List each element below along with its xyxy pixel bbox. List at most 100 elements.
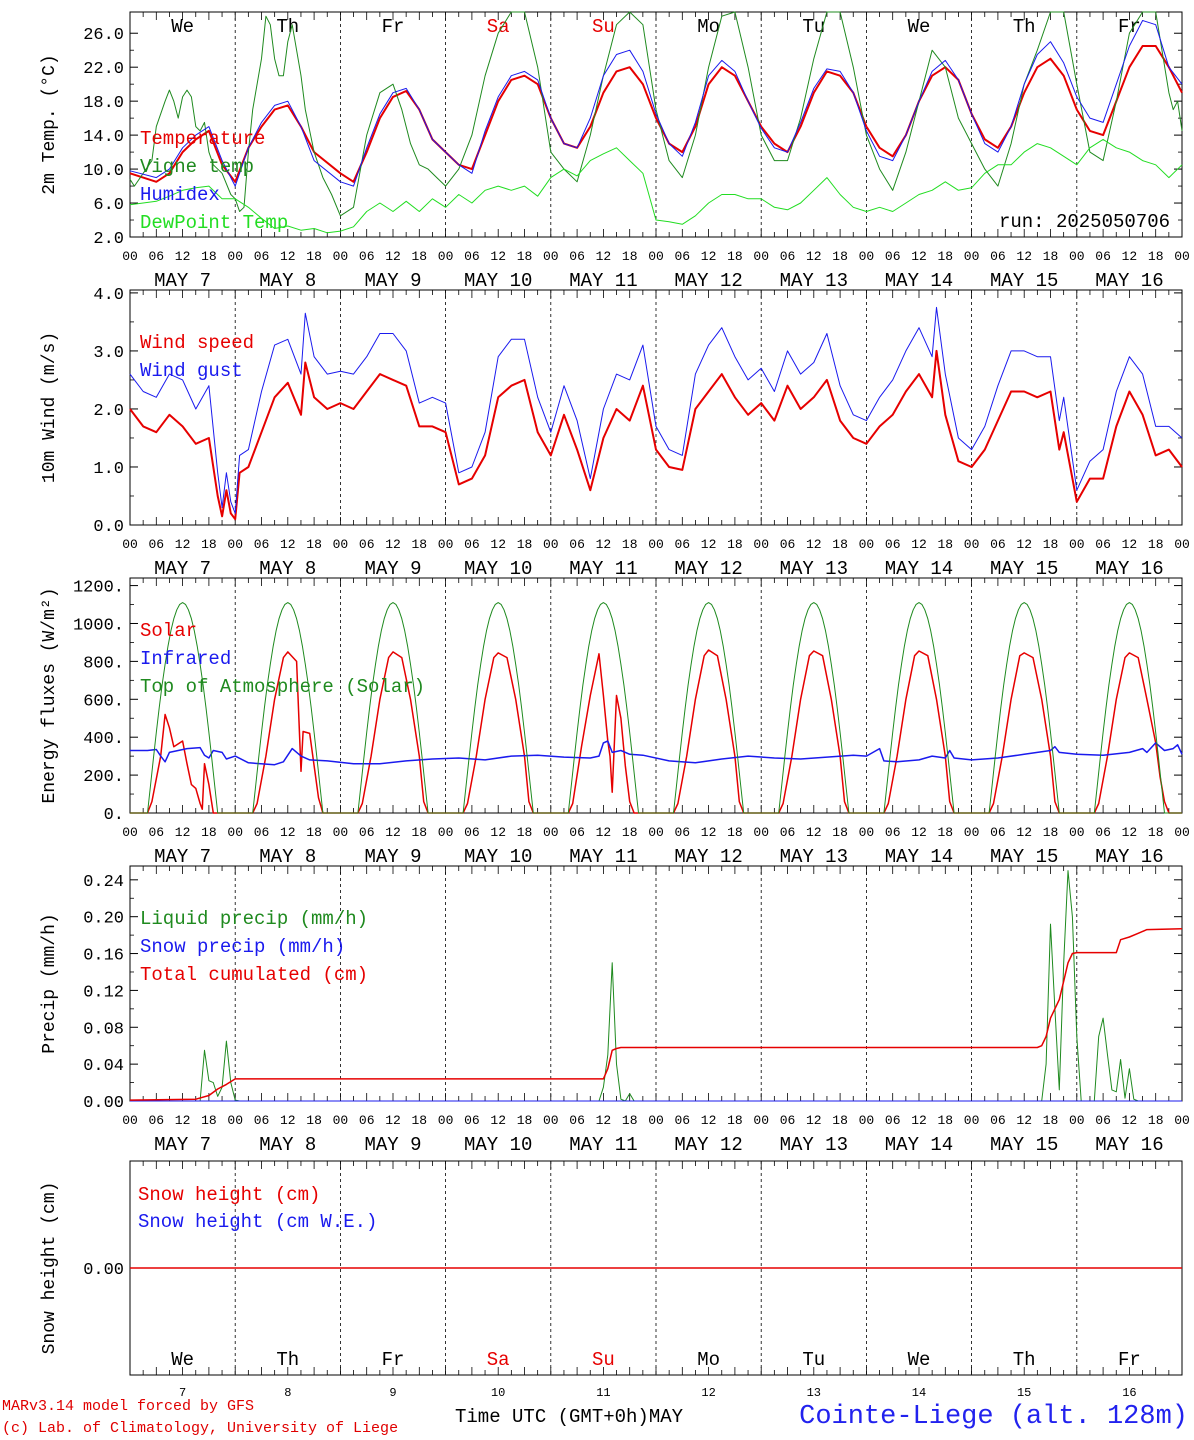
hour-label: 18: [727, 825, 743, 840]
hour-label: 18: [411, 1113, 427, 1128]
series-line-wind-gust: [129, 306, 1183, 514]
day-name: Fr: [1118, 1349, 1141, 1371]
day-number: 8: [284, 1386, 291, 1400]
y-tick-label: 3.0: [93, 344, 124, 363]
hour-label: 00: [859, 1113, 875, 1128]
date-label: MAY 14: [885, 558, 953, 580]
date-label: MAY 11: [569, 846, 637, 868]
hour-label: 12: [911, 249, 927, 264]
y-tick-label: 0.04: [83, 1057, 124, 1076]
hour-label: 12: [911, 1113, 927, 1128]
hour-label: 18: [937, 825, 953, 840]
legend-label: Humidex: [140, 184, 220, 206]
day-name: Th: [1013, 1349, 1036, 1371]
hour-label: 12: [806, 1113, 822, 1128]
hour-label: 18: [937, 537, 953, 552]
hour-label: 18: [517, 825, 533, 840]
hour-label: 12: [490, 249, 506, 264]
hour-label: 06: [464, 537, 480, 552]
y-tick-label: 400.: [83, 730, 124, 749]
series-line-vigne-temp: [129, 11, 1183, 217]
hour-label: 06: [780, 1113, 796, 1128]
y-tick-label: 10.0: [83, 162, 124, 181]
hour-label: 18: [1043, 825, 1059, 840]
day-number: 14: [912, 1386, 926, 1400]
hour-label: 12: [806, 249, 822, 264]
hour-label: 00: [122, 825, 138, 840]
y-axis-label: 2m Temp. (°C): [40, 54, 60, 194]
hour-label: 12: [596, 537, 612, 552]
hour-label: 12: [280, 1113, 296, 1128]
y-tick-label: 6.0: [93, 196, 124, 215]
day-name: Fr: [1118, 16, 1141, 38]
lab-credit: (c) Lab. of Climatology, University of L…: [2, 1420, 399, 1437]
day-name: We: [908, 1349, 931, 1371]
hour-label: 00: [543, 825, 559, 840]
date-label: MAY 13: [780, 270, 848, 292]
hour-label: 18: [411, 537, 427, 552]
station-title: Cointe-Liege (alt. 128m): [799, 1402, 1188, 1432]
y-tick-label: 2.0: [93, 230, 124, 249]
hour-label: 18: [1148, 537, 1164, 552]
hour-label: 00: [543, 537, 559, 552]
series-line-top-of-atmosphere-solar-: [130, 602, 1182, 814]
y-tick-label: 200.: [83, 768, 124, 787]
hour-label: 18: [306, 825, 322, 840]
hour-label: 00: [543, 1113, 559, 1128]
hour-label: 18: [727, 1113, 743, 1128]
y-axis-label: Energy fluxes (W/m²): [40, 587, 60, 803]
hour-label: 18: [1148, 1113, 1164, 1128]
legend-label: Snow height (cm): [138, 1184, 320, 1206]
date-label: MAY 10: [464, 846, 532, 868]
hour-label: 00: [859, 825, 875, 840]
hour-label: 00: [122, 249, 138, 264]
hour-label: 00: [227, 537, 243, 552]
hour-label: 18: [411, 825, 427, 840]
hour-label: 00: [227, 1113, 243, 1128]
hour-label: 00: [964, 1113, 980, 1128]
legend-label: DewPoint Temp: [140, 212, 288, 234]
day-number: 11: [596, 1386, 610, 1400]
day-number: 12: [701, 1386, 715, 1400]
date-label: MAY 15: [990, 846, 1058, 868]
y-tick-label: 26.0: [83, 26, 124, 45]
date-label: MAY 14: [885, 1134, 953, 1156]
y-tick-label: 1200.: [73, 579, 124, 598]
y-tick-label: 1.0: [93, 460, 124, 479]
legend-label: Temperature: [140, 128, 265, 150]
hour-label: 12: [596, 249, 612, 264]
time-axis-label: Time UTC (GMT+0h)MAY: [455, 1406, 683, 1428]
day-name: Mo: [697, 16, 720, 38]
hour-label: 18: [1148, 249, 1164, 264]
hour-label: 00: [859, 249, 875, 264]
y-axis-label: Precip (mm/h): [40, 913, 60, 1053]
hour-label: 12: [280, 825, 296, 840]
date-label: MAY 14: [885, 270, 953, 292]
date-label: MAY 12: [674, 846, 742, 868]
hour-label: 06: [359, 825, 375, 840]
hour-label: 00: [648, 825, 664, 840]
y-tick-label: 22.0: [83, 60, 124, 79]
hour-label: 00: [333, 825, 349, 840]
day-name: Th: [276, 1349, 299, 1371]
hour-label: 18: [306, 537, 322, 552]
hour-label: 18: [727, 249, 743, 264]
y-tick-label: 1000.: [73, 616, 124, 635]
series-line-solar: [130, 649, 1182, 814]
date-label: MAY 14: [885, 846, 953, 868]
hour-label: 00: [648, 1113, 664, 1128]
y-tick-label: 0.24: [83, 873, 124, 892]
hour-label: 12: [175, 825, 191, 840]
date-label: MAY 12: [674, 558, 742, 580]
hour-label: 06: [359, 249, 375, 264]
date-label: MAY 15: [990, 558, 1058, 580]
hour-label: 00: [333, 1113, 349, 1128]
legend-label: Wind speed: [140, 332, 254, 354]
hour-label: 00: [753, 249, 769, 264]
hour-label: 18: [517, 537, 533, 552]
hour-label: 18: [622, 825, 638, 840]
hour-label: 12: [1016, 249, 1032, 264]
day-name: Fr: [382, 16, 405, 38]
hour-label: 00: [964, 537, 980, 552]
hour-label: 00: [753, 537, 769, 552]
